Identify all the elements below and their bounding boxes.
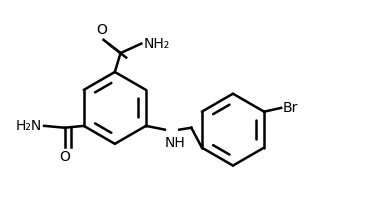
Text: H₂N: H₂N	[16, 119, 42, 133]
Text: O: O	[96, 23, 107, 37]
Text: O: O	[59, 151, 70, 165]
Text: NH₂: NH₂	[143, 37, 170, 51]
Text: Br: Br	[283, 101, 298, 115]
Text: NH: NH	[165, 137, 186, 151]
